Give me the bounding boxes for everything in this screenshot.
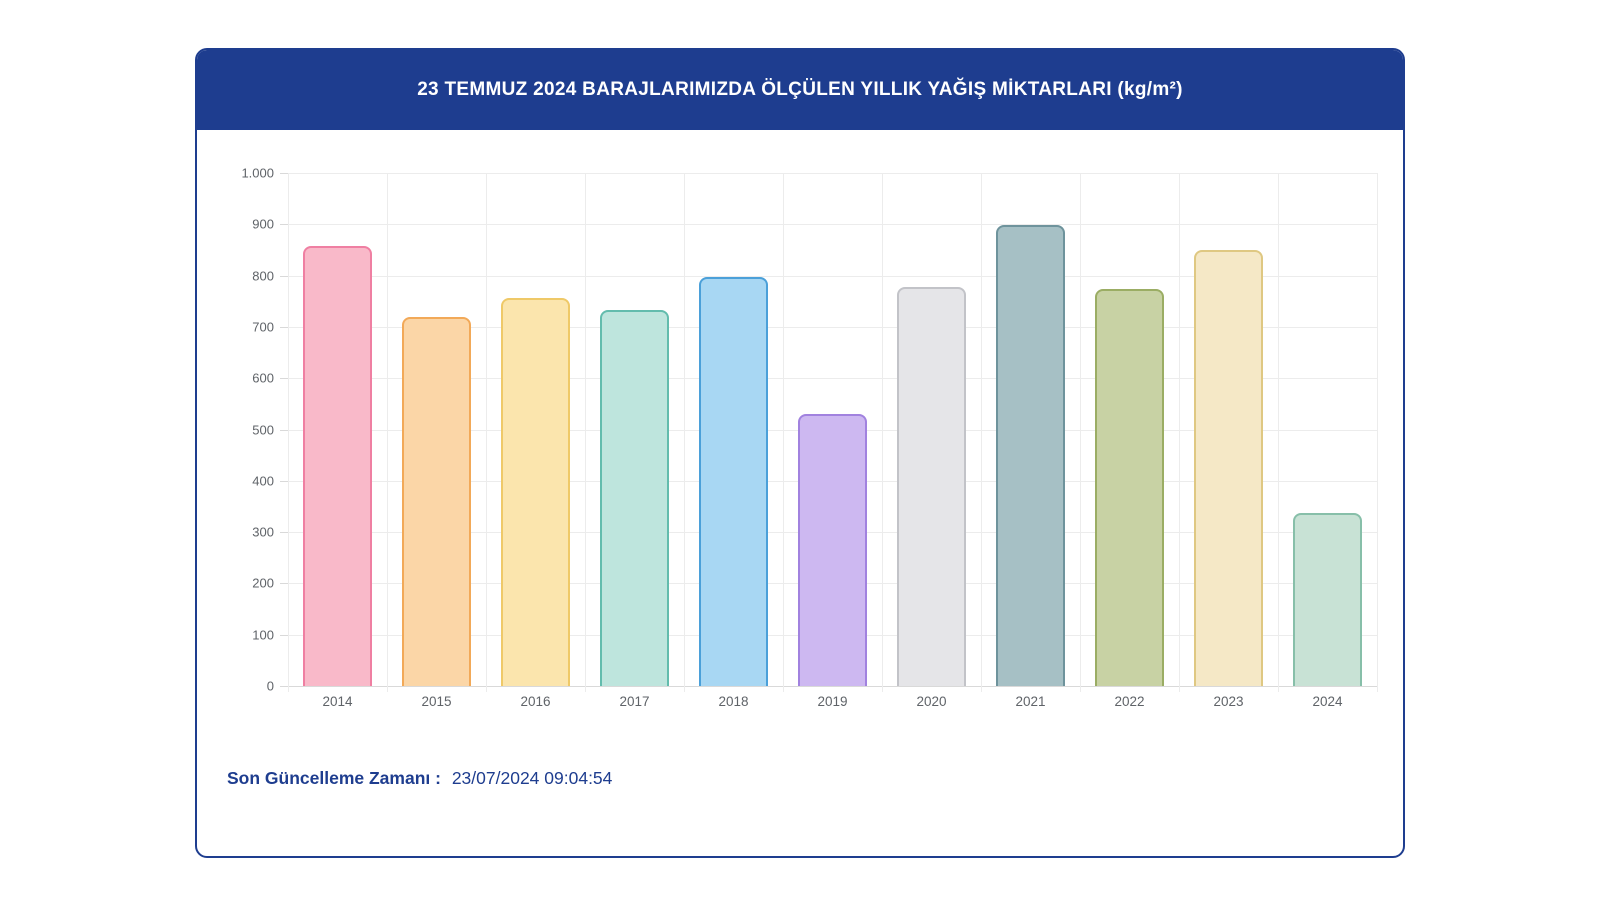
y-axis-label-600: 600 <box>252 370 274 386</box>
bar-2015[interactable] <box>402 316 471 686</box>
last-update-value: 23/07/2024 09:04:54 <box>451 768 613 788</box>
y-axis-label-200: 200 <box>252 575 274 591</box>
x-axis-label-2021: 2021 <box>1015 694 1046 709</box>
chart-title: 23 TEMMUZ 2024 BARAJLARIMIZDA ÖLÇÜLEN YI… <box>417 79 1183 100</box>
gridline-x-5 <box>783 173 784 692</box>
gridline-x-11 <box>1377 173 1378 692</box>
y-axis-tick-800 <box>280 275 288 277</box>
bar-2014[interactable] <box>303 246 372 686</box>
x-axis-label-2019: 2019 <box>817 694 848 709</box>
x-axis-label-2016: 2016 <box>520 694 551 709</box>
y-axis-label-800: 800 <box>252 268 274 284</box>
gridline-x-8 <box>1080 173 1081 692</box>
y-axis-label-1000: 1.000 <box>241 165 274 181</box>
card-header: 23 TEMMUZ 2024 BARAJLARIMIZDA ÖLÇÜLEN YI… <box>197 50 1403 130</box>
bar-2021[interactable] <box>996 225 1065 686</box>
plot-area: 0 100 200 300 400 500 600 700 800 900 1.000 2014 201… <box>241 166 1378 709</box>
y-axis-tick-200 <box>280 583 288 585</box>
gridline-y-700 <box>288 326 1377 328</box>
gridline-x-6 <box>882 173 883 692</box>
y-axis-tick-1000 <box>280 173 288 174</box>
bar-2024[interactable] <box>1293 513 1362 686</box>
last-update-label: Son Güncelleme Zamanı : <box>227 768 441 788</box>
gridline-y-800 <box>288 275 1377 277</box>
x-axis-label-2023: 2023 <box>1213 694 1244 709</box>
y-axis-label-300: 300 <box>252 524 274 540</box>
gridline-x-1 <box>387 173 388 692</box>
gridline-x-7 <box>981 173 982 692</box>
gridline-x-4 <box>684 173 685 692</box>
y-axis-label-500: 500 <box>252 422 274 437</box>
gridline-x-3 <box>585 173 586 692</box>
x-axis-label-2014: 2014 <box>322 694 353 709</box>
y-axis-tick-400 <box>280 480 288 482</box>
y-axis-tick-300 <box>280 532 288 534</box>
bar-2017[interactable] <box>600 310 669 686</box>
bar-2022[interactable] <box>1095 288 1164 686</box>
y-axis-label-700: 700 <box>252 319 274 335</box>
last-update: Son Güncelleme Zamanı : 23/07/2024 09:04… <box>227 768 612 789</box>
y-axis-tick-900 <box>280 224 288 226</box>
y-axis-label-900: 900 <box>252 216 274 232</box>
bar-2019[interactable] <box>798 413 867 686</box>
bar-2023[interactable] <box>1194 249 1263 686</box>
x-axis-label-2022: 2022 <box>1114 694 1145 709</box>
chart-card: 23 TEMMUZ 2024 BARAJLARIMIZDA ÖLÇÜLEN YI… <box>195 48 1405 858</box>
y-axis-label-100: 100 <box>252 627 274 643</box>
x-axis-label-2017: 2017 <box>619 694 650 709</box>
gridline-y-600 <box>288 378 1377 380</box>
x-axis-label-2018: 2018 <box>718 694 749 709</box>
bar-2018[interactable] <box>699 276 768 686</box>
y-axis-tick-100 <box>280 634 288 636</box>
y-axis-tick-500 <box>280 429 288 431</box>
y-axis-tick-0 <box>280 686 288 687</box>
bar-2016[interactable] <box>501 297 570 686</box>
bar-2020[interactable] <box>897 286 966 686</box>
gridline-x-2 <box>486 173 487 692</box>
y-axis-tick-700 <box>280 326 288 328</box>
gridline-x-0 <box>288 173 289 692</box>
gridline-y-1000 <box>288 173 1377 174</box>
gridline-y-900 <box>288 224 1377 226</box>
gridline-y-0 <box>288 686 1377 687</box>
y-axis-tick-600 <box>280 378 288 380</box>
x-axis-label-2024: 2024 <box>1312 694 1343 709</box>
gridline-x-9 <box>1179 173 1180 692</box>
x-axis-label-2015: 2015 <box>421 694 452 709</box>
y-axis-label-400: 400 <box>252 473 274 489</box>
gridline-x-10 <box>1278 173 1279 692</box>
y-axis-label-0: 0 <box>266 678 274 694</box>
x-axis-label-2020: 2020 <box>916 694 947 709</box>
